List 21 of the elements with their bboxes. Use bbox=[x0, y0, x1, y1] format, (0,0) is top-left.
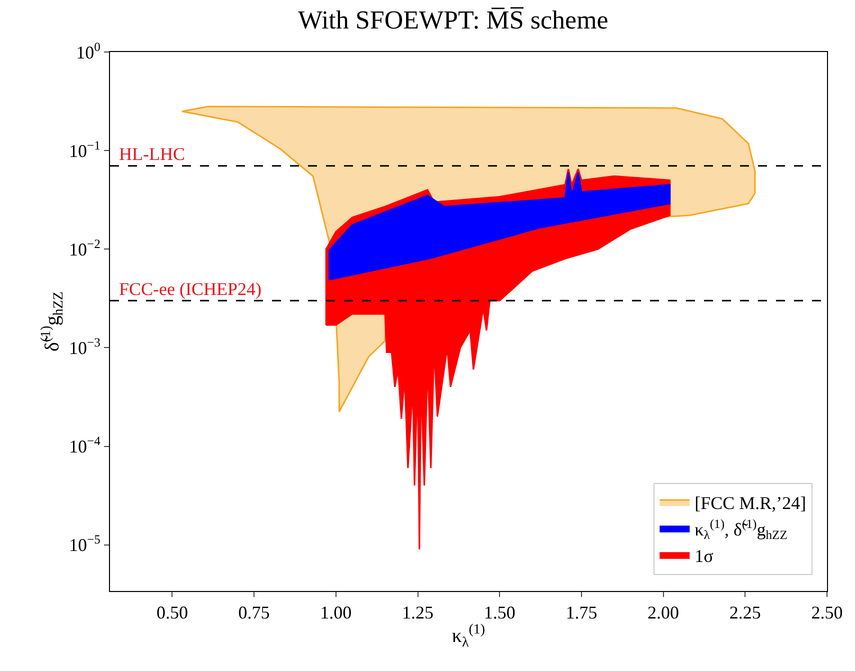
y-tick-label: 10$^{−3}$ bbox=[68, 335, 100, 358]
ref-line-label: FCC-ee (ICHEP24) bbox=[119, 279, 262, 299]
x-tick-label: 2.50 bbox=[811, 602, 843, 623]
y-tick-label: 10$^{0}$ bbox=[76, 40, 100, 62]
x-tick-label: 1.75 bbox=[566, 602, 598, 623]
y-tick-label: 10$^{−1}$ bbox=[68, 138, 100, 161]
x-tick-label: 2.25 bbox=[729, 602, 761, 623]
x-tick-label: 1.50 bbox=[484, 602, 516, 623]
y-tick-label: 10$^{−2}$ bbox=[68, 236, 100, 260]
y-tick-label: 10$^{−4}$ bbox=[68, 434, 102, 457]
chart-title: With SFOEWPT: M̅S̅ scheme bbox=[298, 5, 608, 34]
legend-label: κ$_{λ}$$^{(1)}$, δ̃$^{(1)}$g$_{hZZ}$ bbox=[694, 516, 788, 542]
x-tick-label: 1.25 bbox=[402, 602, 434, 623]
x-tick-label: 0.75 bbox=[238, 602, 270, 623]
y-tick-label: 10$^{−5}$ bbox=[68, 532, 100, 556]
x-tick-label: 2.00 bbox=[648, 602, 680, 623]
legend-label: [FCC M.R,’24] bbox=[694, 493, 806, 514]
x-tick-label: 1.00 bbox=[320, 602, 352, 623]
x-tick-label: 0.50 bbox=[156, 602, 188, 623]
ref-line-label: HL-LHC bbox=[119, 144, 185, 164]
legend-label: 1σ bbox=[694, 546, 714, 566]
